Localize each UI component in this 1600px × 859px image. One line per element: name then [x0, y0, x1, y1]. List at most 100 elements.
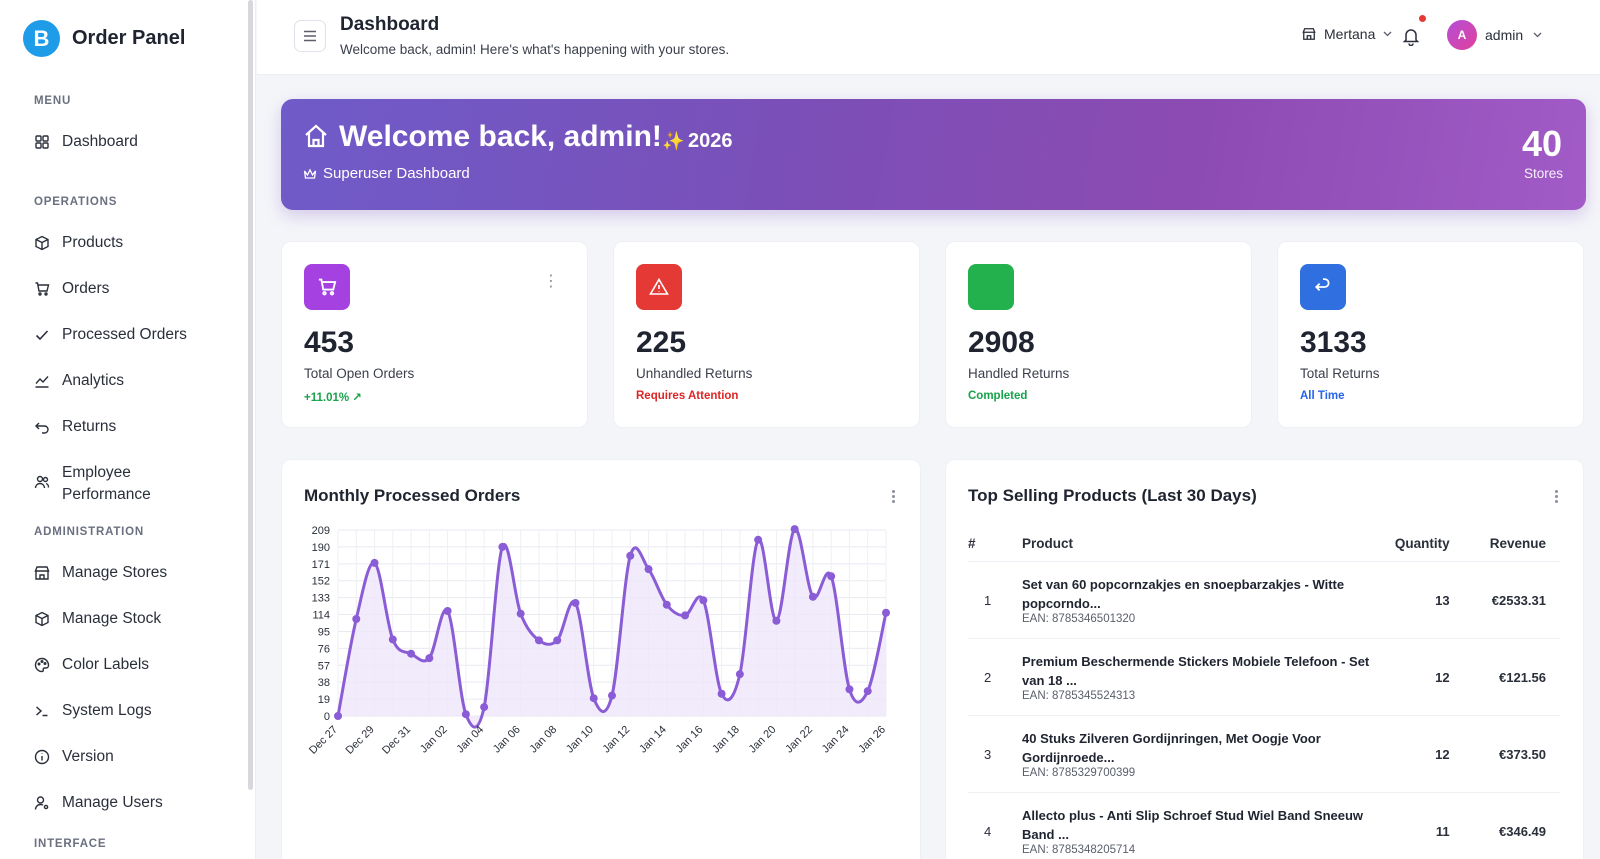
row-rank: 1: [968, 561, 1022, 639]
panel-menu-button[interactable]: [1555, 490, 1559, 505]
x-tick-label: Jan 06: [491, 724, 523, 756]
data-point: [644, 565, 653, 574]
table-row[interactable]: 1 Set van 60 popcornzakjes en snoepbarza…: [968, 561, 1560, 639]
brand[interactable]: B Order Panel: [23, 20, 185, 57]
x-tick-label: Jan 02: [418, 724, 450, 756]
users-icon: [34, 474, 50, 490]
data-point: [443, 606, 452, 615]
table-row[interactable]: 3 40 Stuks Zilveren Gordijnringen, Met O…: [968, 715, 1560, 793]
data-point: [571, 598, 580, 607]
panel-menu-button[interactable]: [892, 490, 896, 505]
stat-label: Total Returns: [1300, 366, 1380, 381]
stat-note: Requires Attention: [636, 390, 739, 402]
x-tick-label: Jan 26: [856, 724, 888, 756]
sidebar-item-products[interactable]: Products: [34, 234, 234, 252]
data-point: [407, 649, 416, 658]
x-tick-label: Jan 12: [601, 724, 633, 756]
x-tick-label: Jan 18: [710, 724, 742, 756]
stat-value: 2908: [968, 326, 1035, 359]
x-tick-label: Jan 20: [747, 724, 779, 756]
top-products-title: Top Selling Products (Last 30 Days): [968, 486, 1257, 505]
series-area: [338, 528, 886, 728]
sidebar-item-label: Manage Users: [62, 794, 163, 811]
sidebar-item-returns[interactable]: Returns: [34, 418, 234, 436]
cart-icon: [318, 278, 337, 296]
sidebar-item-system-logs[interactable]: System Logs: [34, 702, 234, 720]
info-icon: [34, 749, 50, 765]
sidebar-item-dashboard[interactable]: Dashboard: [34, 133, 234, 151]
stat-card-unhandled-returns: 225 Unhandled Returns Requires Attention: [613, 241, 920, 428]
data-point: [334, 712, 342, 720]
y-tick-label: 152: [312, 576, 330, 588]
product-quantity: 13: [1372, 561, 1468, 639]
x-tick-label: Jan 10: [564, 724, 596, 756]
data-point: [626, 551, 635, 560]
stat-label: Total Open Orders: [304, 366, 415, 381]
data-point: [827, 572, 836, 581]
product-ean: EAN: 8785346501320: [1022, 613, 1136, 625]
chevron-down-icon: [1383, 31, 1392, 37]
stat-icon-box: [968, 264, 1014, 310]
user-menu[interactable]: A admin: [1447, 20, 1542, 50]
notification-bell-icon[interactable]: [1401, 26, 1421, 46]
page-title: Dashboard: [340, 14, 440, 35]
sidebar-item-orders[interactable]: Orders: [34, 280, 234, 298]
nav-section-interface: INTERFACE: [34, 838, 107, 850]
data-point: [608, 691, 616, 700]
data-point: [863, 687, 872, 696]
sidebar-scrollbar[interactable]: [248, 0, 253, 790]
data-point: [388, 635, 397, 644]
store-icon: [1302, 28, 1316, 40]
stat-value: 453: [304, 326, 355, 359]
sidebar: B Order Panel MENU Dashboard OPERATIONS …: [0, 0, 256, 859]
banner-year: 2026: [688, 130, 733, 152]
sidebar-item-color-labels[interactable]: Color Labels: [34, 656, 234, 674]
store-count: 40: [1521, 123, 1562, 164]
data-point: [498, 542, 507, 551]
row-rank: 3: [968, 715, 1022, 793]
y-tick-label: 0: [324, 711, 330, 723]
sidebar-item-label: System Logs: [62, 702, 152, 719]
col-header-product: Product: [1022, 530, 1372, 562]
sidebar-item-label: Color Labels: [62, 656, 150, 673]
chevron-down-icon: [1533, 32, 1542, 38]
y-tick-label: 190: [312, 542, 330, 554]
sidebar-item-analytics[interactable]: Analytics: [34, 372, 234, 390]
welcome-banner: Welcome back, admin! ✨ 2026 Superuser Da…: [281, 99, 1586, 210]
banner-subtitle: Superuser Dashboard: [303, 165, 470, 182]
product-revenue: €373.50: [1467, 715, 1560, 793]
product-name: 40 Stuks Zilveren Gordijnringen, Met Oog…: [1022, 731, 1321, 765]
sidebar-item-employee-performance[interactable]: Employee Performance: [34, 462, 234, 506]
x-tick-label: Jan 22: [783, 724, 815, 756]
table-row[interactable]: 2 Premium Beschermende Stickers Mobiele …: [968, 638, 1560, 716]
card-menu-button[interactable]: ⋮: [543, 273, 559, 290]
sidebar-item-label: Returns: [62, 418, 117, 435]
brand-logo: B: [23, 20, 60, 57]
sidebar-item-manage-stores[interactable]: Manage Stores: [34, 564, 234, 582]
store-selector-label: Mertana: [1324, 26, 1376, 42]
sidebar-item-label: Products: [62, 234, 124, 251]
sidebar-item-manage-stock[interactable]: Manage Stock: [34, 610, 234, 628]
table-row[interactable]: 4 Allecto plus - Anti Slip Schroef Stud …: [968, 792, 1560, 859]
stat-note: Completed: [968, 390, 1028, 402]
store-icon: [34, 565, 50, 581]
col-header-quantity: Quantity: [1372, 530, 1468, 562]
sidebar-item-version[interactable]: Version: [34, 748, 234, 766]
data-point: [589, 694, 598, 703]
y-tick-label: 114: [312, 610, 330, 622]
sidebar-item-manage-users[interactable]: Manage Users: [34, 794, 234, 812]
box-icon: [34, 235, 50, 251]
palette-icon: [34, 657, 50, 673]
menu-toggle-button[interactable]: [294, 20, 326, 52]
data-point: [699, 596, 708, 605]
user-name: admin: [1485, 27, 1524, 43]
data-point: [717, 689, 726, 698]
stat-icon-box: [1300, 264, 1346, 310]
sidebar-item-label: Dashboard: [62, 133, 138, 150]
product-name: Premium Beschermende Stickers Mobiele Te…: [1022, 654, 1370, 688]
data-point: [808, 592, 817, 601]
store-selector[interactable]: Mertana: [1302, 26, 1400, 42]
sidebar-item-processed-orders[interactable]: Processed Orders: [34, 326, 234, 344]
data-point: [534, 636, 543, 645]
user-gear-icon: [34, 795, 50, 811]
